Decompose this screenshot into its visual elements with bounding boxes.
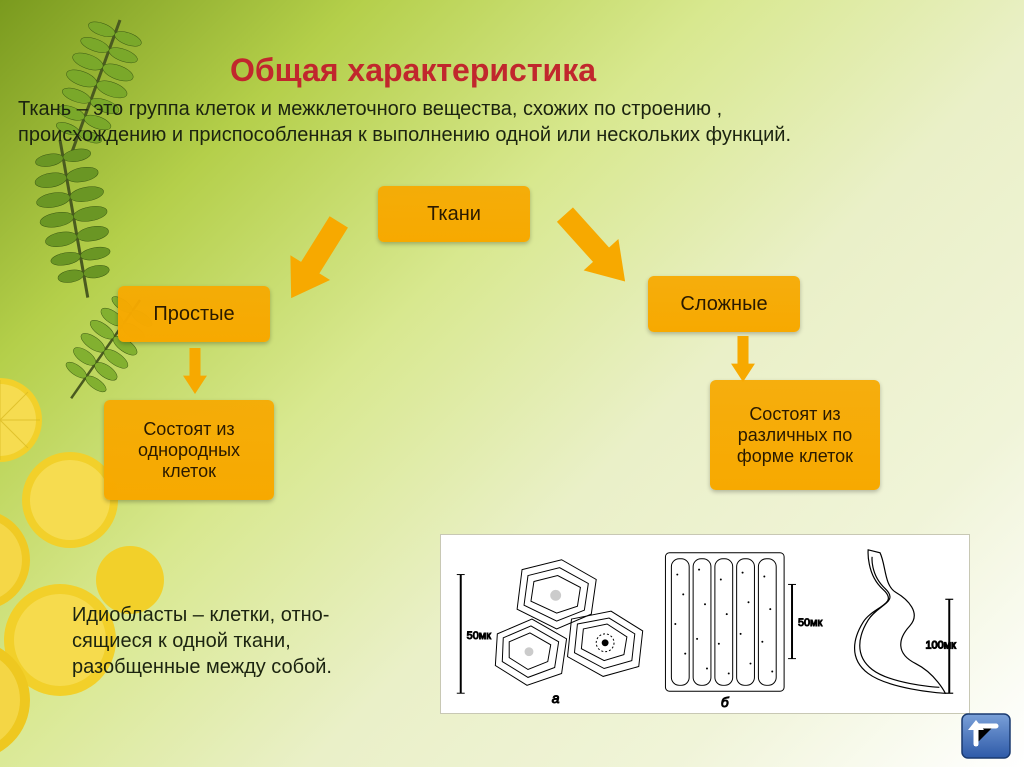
page-title: Общая характеристика — [230, 52, 596, 89]
node-complex: Сложные — [648, 276, 800, 332]
node-tissues-label: Ткани — [427, 203, 481, 226]
node-simple: Простые — [118, 286, 270, 342]
arrow-left-down — [170, 348, 220, 394]
node-complex-label: Сложные — [680, 293, 767, 316]
arrow-right-down — [718, 336, 768, 382]
definition-line2: происхождению и приспособленная к выполн… — [18, 124, 791, 146]
node-simple-label: Простые — [153, 303, 234, 326]
scale-c-label: 100мк — [926, 640, 957, 652]
idio-line3: разобщенные между собой. — [72, 656, 332, 678]
idio-line2: сящиеся к одной ткани, — [72, 630, 291, 652]
scale-a-label: 50мк — [467, 630, 492, 642]
node-homogeneous: Состоят из однородных клеток — [104, 400, 274, 500]
idioblasts-text: Идиобласты – клетки, отно- сящиеся к одн… — [72, 602, 332, 680]
cell-diagram: 50мк а — [440, 534, 970, 714]
idio-line1: Идиобласты – клетки, отно- — [72, 604, 329, 626]
sublabel-b: б — [721, 694, 730, 710]
definition-text: Ткань – это группа клеток и межклеточног… — [18, 96, 791, 148]
scale-b-label: 50мк — [798, 617, 823, 629]
node-various-label: Состоят из различных по форме клеток — [720, 404, 870, 467]
back-button[interactable] — [960, 712, 1012, 760]
node-various: Состоят из различных по форме клеток — [710, 380, 880, 490]
sublabel-a: а — [552, 690, 560, 706]
definition-line1: Ткань – это группа клеток и межклеточног… — [18, 98, 722, 120]
node-tissues: Ткани — [378, 186, 530, 242]
node-homogeneous-label: Состоят из однородных клеток — [114, 419, 264, 482]
